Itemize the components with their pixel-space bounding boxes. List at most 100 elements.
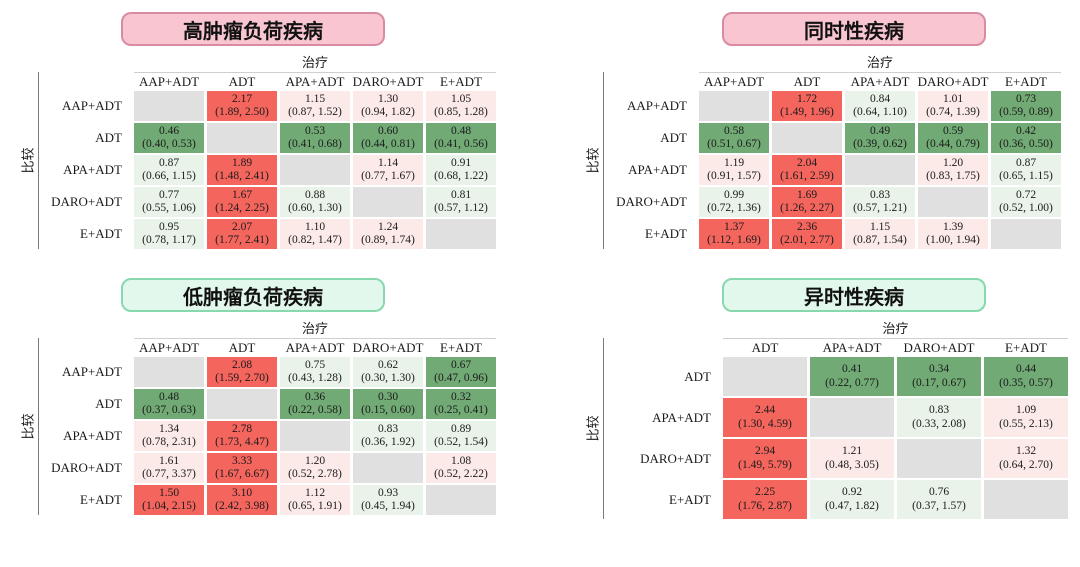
diagonal-cell bbox=[353, 453, 423, 483]
matrix-table: AAP+ADT ADT APA+ADT DARO+ADT E+ADT AAP+ADT 2.0… bbox=[39, 338, 496, 515]
hr-confidence-interval: (0.36, 0.50) bbox=[999, 138, 1053, 150]
hr-cell: 1.72 (1.49, 1.96) bbox=[772, 91, 842, 121]
hr-cell: 1.34 (0.78, 2.31) bbox=[134, 421, 204, 451]
comparison-axis: 比较 bbox=[15, 338, 39, 515]
hr-estimate: 0.49 bbox=[869, 124, 891, 137]
matrix-corner bbox=[604, 72, 696, 89]
hr-confidence-interval: (0.68, 1.22) bbox=[434, 170, 488, 182]
row-label: E+ADT bbox=[669, 491, 711, 507]
hr-confidence-interval: (0.44, 0.79) bbox=[926, 138, 980, 150]
hr-confidence-interval: (1.49, 5.79) bbox=[738, 458, 792, 471]
hr-cell: 3.10 (2.42, 3.98) bbox=[207, 485, 277, 515]
diagonal-cell bbox=[207, 389, 277, 419]
hr-estimate: 0.76 bbox=[928, 486, 950, 498]
hr-confidence-interval: (1.30, 4.59) bbox=[738, 417, 792, 430]
hr-cell: 0.48 (0.37, 0.63) bbox=[134, 389, 204, 419]
comparison-axis-label: 比较 bbox=[20, 147, 36, 174]
hr-estimate: 1.67 bbox=[231, 188, 253, 201]
comparison-axis-label: 比较 bbox=[20, 413, 36, 440]
column-header: E+ADT bbox=[440, 74, 482, 89]
hr-confidence-interval: (0.17, 0.67) bbox=[912, 376, 966, 389]
diagonal-cell bbox=[699, 91, 769, 121]
hr-confidence-interval: (1.67, 6.67) bbox=[215, 468, 269, 480]
hr-estimate: 0.95 bbox=[158, 220, 180, 233]
hr-confidence-interval: (0.78, 1.17) bbox=[142, 234, 196, 246]
hr-estimate: 0.88 bbox=[304, 188, 326, 201]
hr-confidence-interval: (0.15, 0.60) bbox=[361, 404, 415, 416]
hr-cell: 1.24 (0.89, 1.74) bbox=[353, 219, 423, 249]
diagonal-cell bbox=[897, 439, 981, 478]
comparison-axis-label: 比较 bbox=[585, 415, 601, 442]
comparison-axis: 比较 bbox=[580, 338, 604, 519]
hr-confidence-interval: (1.89, 2.50) bbox=[215, 106, 269, 118]
hr-cell: 0.60 (0.44, 0.81) bbox=[353, 123, 423, 153]
hr-cell: 1.09 (0.55, 2.13) bbox=[984, 398, 1068, 437]
diagonal-cell bbox=[426, 219, 496, 249]
hr-cell: 1.67 (1.24, 2.25) bbox=[207, 187, 277, 217]
hr-cell: 1.15 (0.87, 1.54) bbox=[845, 219, 915, 249]
column-header: DARO+ADT bbox=[352, 74, 424, 89]
hr-confidence-interval: (0.33, 2.08) bbox=[912, 417, 966, 430]
row-label: AAP+ADT bbox=[626, 98, 687, 113]
hr-estimate: 2.44 bbox=[754, 404, 776, 416]
hr-confidence-interval: (0.41, 0.56) bbox=[434, 138, 488, 150]
row-label: DARO+ADT bbox=[51, 460, 122, 475]
hr-cell: 1.30 (0.94, 1.82) bbox=[353, 91, 423, 121]
hr-estimate: 1.20 bbox=[304, 454, 326, 467]
column-header: DARO+ADT bbox=[903, 340, 975, 355]
hr-estimate: 0.72 bbox=[1015, 188, 1037, 201]
hr-confidence-interval: (1.73, 4.47) bbox=[215, 436, 269, 448]
hr-confidence-interval: (0.35, 0.57) bbox=[999, 376, 1053, 389]
header-rule bbox=[134, 338, 496, 339]
column-header: AAP+ADT bbox=[138, 340, 200, 355]
hr-estimate: 2.36 bbox=[796, 220, 818, 233]
diagonal-cell bbox=[207, 123, 277, 153]
comparison-axis: 比较 bbox=[580, 72, 604, 249]
hr-confidence-interval: (0.47, 1.82) bbox=[825, 499, 879, 512]
hr-cell: 0.32 (0.25, 0.41) bbox=[426, 389, 496, 419]
hr-estimate: 0.62 bbox=[377, 358, 399, 371]
diagonal-cell bbox=[134, 357, 204, 387]
panel-title: 同时性疾病 bbox=[722, 12, 986, 46]
hr-estimate: 1.15 bbox=[869, 220, 891, 233]
hr-confidence-interval: (2.42, 3.98) bbox=[215, 500, 269, 512]
row-label: DARO+ADT bbox=[51, 194, 122, 209]
hr-estimate: 1.01 bbox=[942, 92, 964, 105]
column-header: ADT bbox=[793, 74, 821, 89]
hr-confidence-interval: (1.26, 2.27) bbox=[780, 202, 834, 214]
hr-cell: 1.05 (0.85, 1.28) bbox=[426, 91, 496, 121]
hr-confidence-interval: (0.91, 1.57) bbox=[707, 170, 761, 182]
hr-cell: 0.72 (0.52, 1.00) bbox=[991, 187, 1061, 217]
matrix-table: ADT APA+ADT DARO+ADT E+ADT ADT 0.41 (0.22, 0.7… bbox=[604, 338, 1068, 519]
hr-cell: 0.41 (0.22, 0.77) bbox=[810, 357, 894, 396]
hr-cell: 1.12 (0.65, 1.91) bbox=[280, 485, 350, 515]
diagonal-cell bbox=[134, 91, 204, 121]
treatment-axis-label: 治疗 bbox=[866, 55, 893, 70]
hr-estimate: 0.34 bbox=[928, 363, 950, 375]
hr-estimate: 1.61 bbox=[158, 454, 180, 467]
diagonal-cell bbox=[353, 187, 423, 217]
row-label: AAP+ADT bbox=[61, 98, 122, 113]
hr-estimate: 1.08 bbox=[450, 454, 472, 467]
hr-cell: 1.20 (0.52, 2.78) bbox=[280, 453, 350, 483]
column-header: ADT bbox=[228, 340, 256, 355]
column-header: AAP+ADT bbox=[703, 74, 765, 89]
hr-estimate: 0.48 bbox=[158, 390, 180, 403]
hr-confidence-interval: (1.48, 2.41) bbox=[215, 170, 269, 182]
hr-estimate: 2.08 bbox=[231, 358, 253, 371]
column-header: APA+ADT bbox=[850, 74, 910, 89]
hr-confidence-interval: (0.37, 1.57) bbox=[912, 499, 966, 512]
hr-cell: 3.33 (1.67, 6.67) bbox=[207, 453, 277, 483]
panel-high-tumor-burden: 高肿瘤负荷疾病 治疗 比较 AAP+ADT ADT APA+ADT DARO+ADT E… bbox=[15, 12, 515, 249]
hr-estimate: 0.36 bbox=[304, 390, 326, 403]
hr-cell: 2.78 (1.73, 4.47) bbox=[207, 421, 277, 451]
hr-cell: 0.88 (0.60, 1.30) bbox=[280, 187, 350, 217]
column-header: APA+ADT bbox=[285, 74, 345, 89]
hr-confidence-interval: (0.89, 1.74) bbox=[361, 234, 415, 246]
hr-confidence-interval: (0.64, 1.10) bbox=[853, 106, 907, 118]
hr-estimate: 1.19 bbox=[723, 156, 745, 169]
hr-confidence-interval: (0.87, 1.54) bbox=[853, 234, 907, 246]
row-label: APA+ADT bbox=[628, 162, 687, 177]
hr-cell: 0.44 (0.35, 0.57) bbox=[984, 357, 1068, 396]
hr-estimate: 3.10 bbox=[231, 486, 253, 499]
